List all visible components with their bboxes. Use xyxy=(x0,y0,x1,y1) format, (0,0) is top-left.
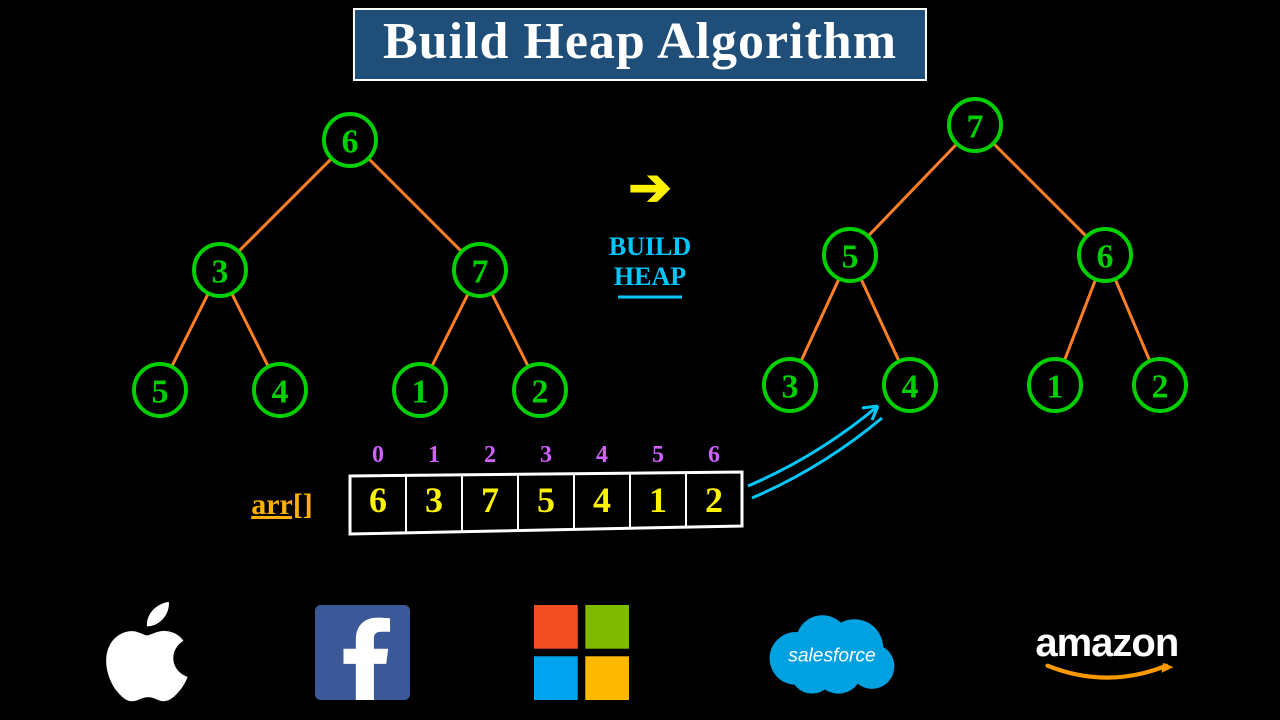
tree-node-label: 4 xyxy=(902,369,919,406)
tree-edge xyxy=(492,293,529,366)
tree-node-label: 1 xyxy=(412,374,429,411)
tree-edge xyxy=(801,279,839,362)
tree-node-label: 2 xyxy=(532,374,549,411)
company-logos-row: salesforce amazon xyxy=(0,592,1280,712)
salesforce-logo: salesforce xyxy=(752,602,912,702)
tree-node-label: 4 xyxy=(272,374,289,411)
tree-edge xyxy=(232,293,269,366)
tree-edge xyxy=(1064,279,1095,360)
tree-edge xyxy=(861,279,899,362)
tree-node-label: 2 xyxy=(1152,369,1169,406)
apple-logo xyxy=(102,602,192,702)
tree-diagram: 6 3 7 5 4 1 2 7 5 6 3 4 1 2 ➔ BUILDHEAP xyxy=(0,90,1280,490)
page-title: Build Heap Algorithm xyxy=(353,8,927,81)
tree-edge xyxy=(432,293,469,366)
tree-node-label: 3 xyxy=(782,369,799,406)
tree-edge xyxy=(238,158,331,251)
tree-node-label: 5 xyxy=(842,239,859,276)
tree-node-label: 5 xyxy=(152,374,169,411)
facebook-logo xyxy=(315,605,410,700)
tree-edge xyxy=(368,158,461,251)
tree-edge xyxy=(868,144,957,237)
tree-edge xyxy=(172,293,209,366)
array-label: arr[] xyxy=(251,488,313,521)
buildheap-label: HEAP xyxy=(614,262,686,291)
amazon-logo: amazon xyxy=(1035,621,1178,684)
tree-edge xyxy=(1115,279,1150,361)
tree-node-label: 7 xyxy=(472,254,489,291)
buildheap-label: BUILD xyxy=(609,232,691,261)
microsoft-logo xyxy=(534,605,629,700)
tree-node-label: 7 xyxy=(967,109,984,146)
tree-edge xyxy=(993,143,1086,236)
tree-node-label: 6 xyxy=(1097,239,1114,276)
arrow-icon: ➔ xyxy=(628,160,672,217)
salesforce-text: salesforce xyxy=(788,646,875,667)
tree-node-label: 1 xyxy=(1047,369,1064,406)
tree-node-label: 3 xyxy=(212,254,229,291)
tree-node-label: 6 xyxy=(342,124,359,161)
